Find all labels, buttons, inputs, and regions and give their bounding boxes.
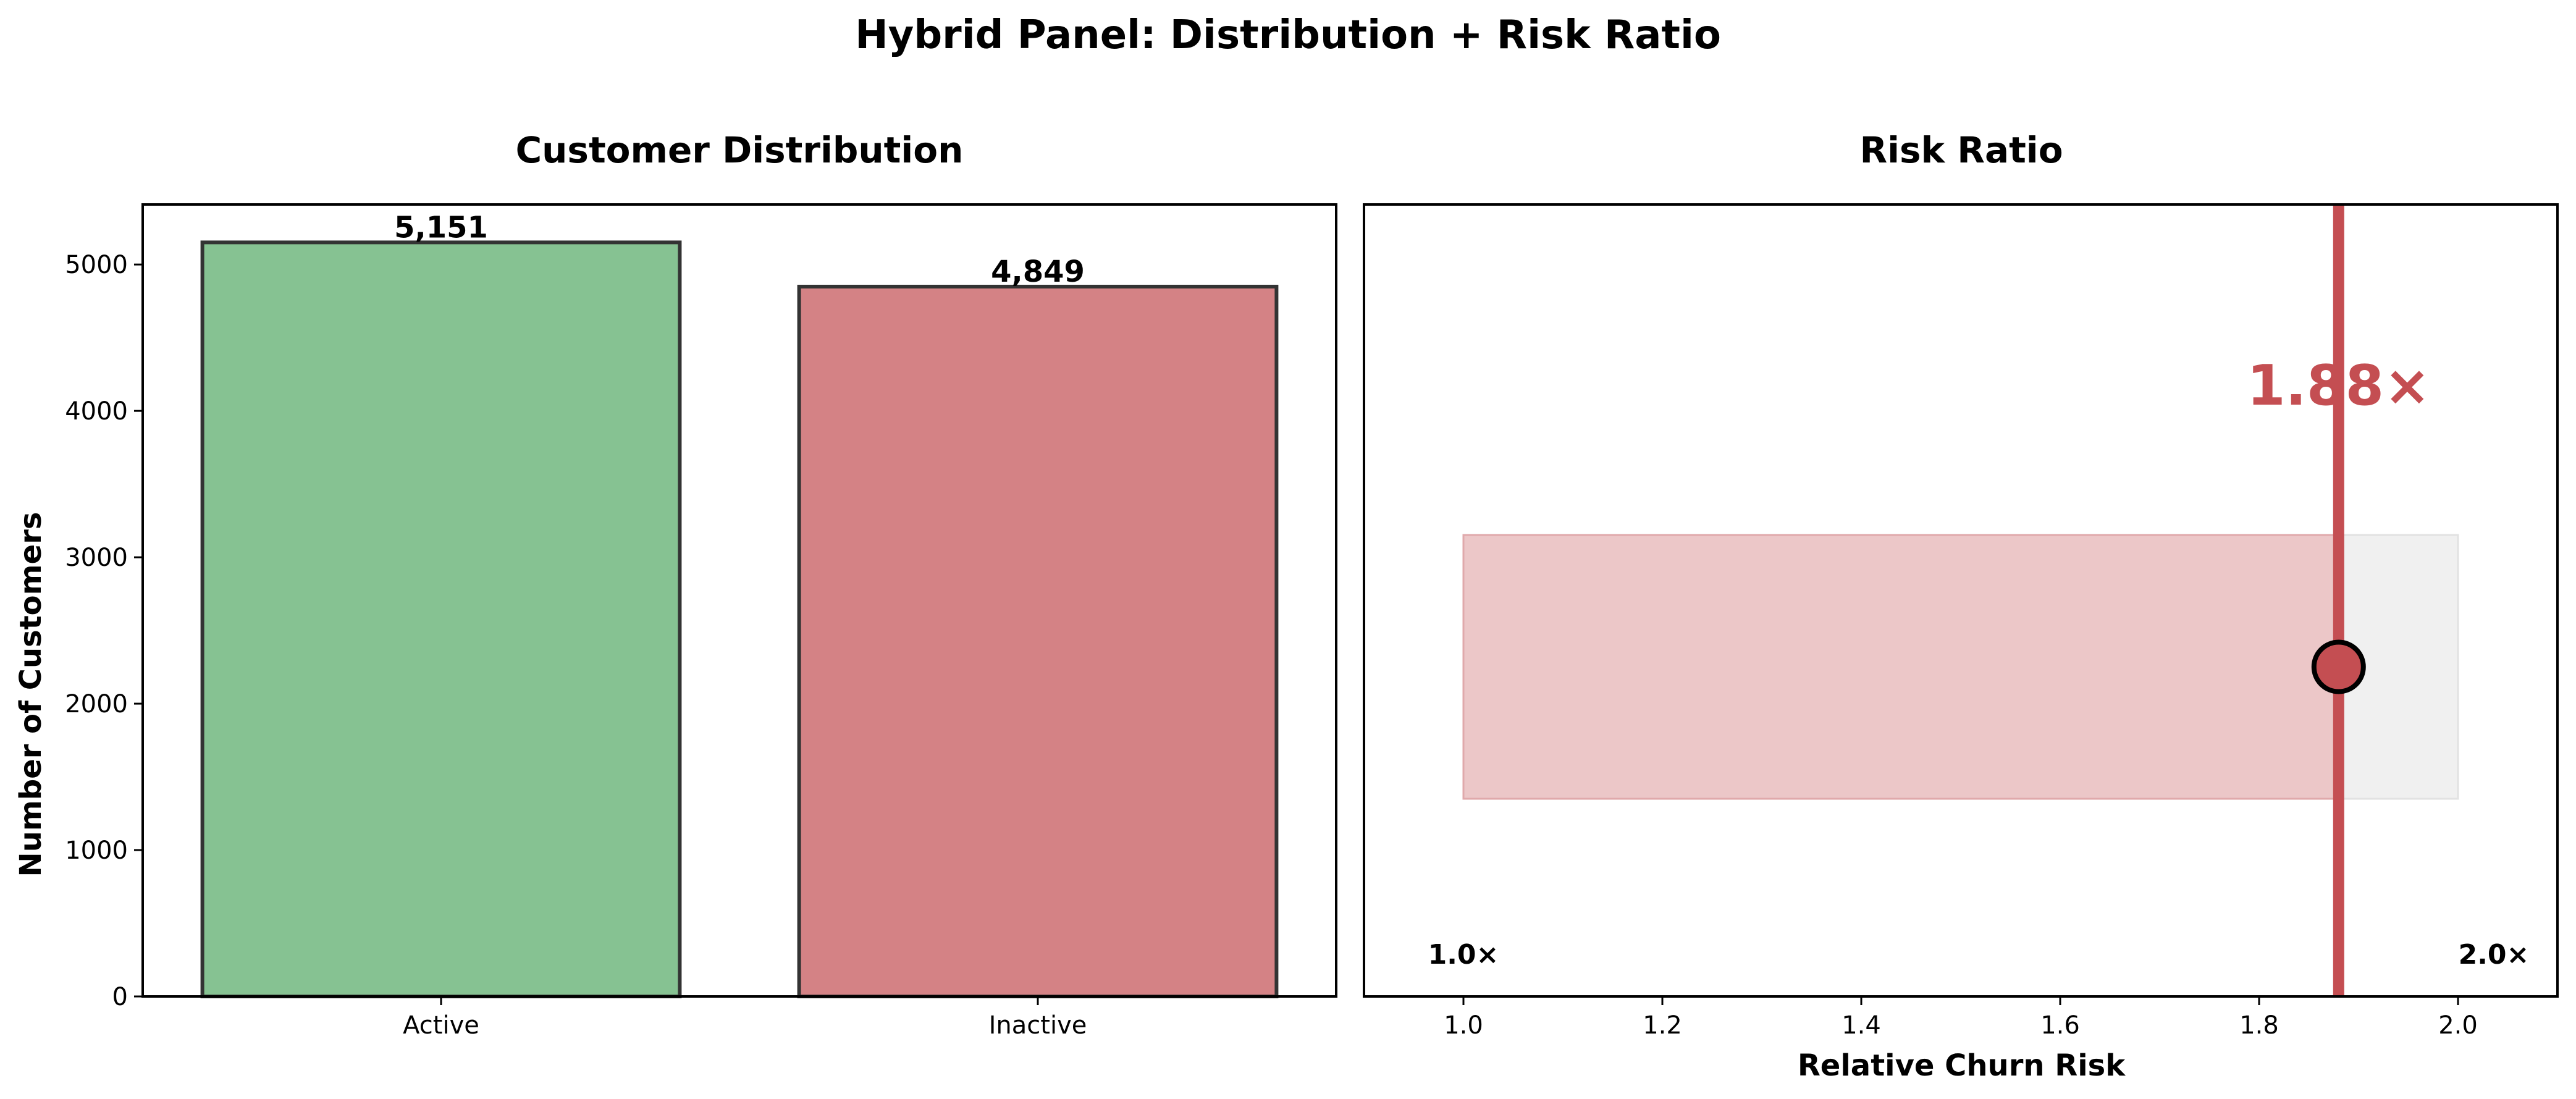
- left-chart-title: Customer Distribution: [516, 129, 964, 171]
- left-panel: Customer Distribution 5,151 4,849 0 1000 20…: [14, 129, 1337, 1040]
- right-x-ticks: 1.0 1.2 1.4 1.6 1.8 2.0: [1444, 996, 2478, 1040]
- x-tick-label: 1.0: [1444, 1011, 1483, 1040]
- y-tick-label: 1000: [65, 836, 128, 865]
- x-tick-label: 1.6: [2040, 1011, 2080, 1040]
- y-tick-label: 5000: [65, 251, 128, 279]
- risk-value-marker: [2311, 639, 2366, 694]
- y-tick-label: 4000: [65, 397, 128, 426]
- y-tick-label: 0: [112, 983, 128, 1011]
- risk-value-label: 1.88×: [2247, 353, 2430, 418]
- bar-value-label: 5,151: [394, 210, 488, 245]
- right-panel: Risk Ratio 1.88× 1.0× 2.0× 1.0 1.2 1.4 1.6 1…: [1363, 129, 2559, 1083]
- right-axes-frame: [1363, 203, 2559, 998]
- left-x-ticks: Active Inactive: [403, 996, 1087, 1040]
- figure-title: Hybrid Panel: Distribution + Risk Ratio: [855, 12, 1721, 58]
- right-x-axis-label: Relative Churn Risk: [1798, 1048, 2126, 1083]
- left-axes-frame: [141, 203, 1337, 998]
- left-y-ticks: 0 1000 2000 3000 4000 5000: [65, 251, 143, 1011]
- left-y-axis-label: Number of Customers: [14, 512, 48, 877]
- bar-active: [200, 240, 682, 998]
- bar-inactive: [797, 284, 1279, 999]
- x-tick-label: Active: [403, 1011, 479, 1040]
- range-max-label: 2.0×: [2459, 939, 2530, 971]
- x-tick-label: 2.0: [2438, 1011, 2478, 1040]
- right-chart-title: Risk Ratio: [1859, 129, 2063, 171]
- y-tick-label: 2000: [65, 690, 128, 718]
- x-tick-label: 1.4: [1842, 1011, 1881, 1040]
- y-tick-label: 3000: [65, 544, 128, 572]
- x-tick-label: 1.2: [1643, 1011, 1682, 1040]
- bar-value-label: 4,849: [991, 255, 1085, 289]
- x-tick-label: Inactive: [989, 1011, 1087, 1040]
- x-tick-label: 1.8: [2239, 1011, 2279, 1040]
- left-bars: 5,151 4,849: [200, 210, 1279, 999]
- range-min-label: 1.0×: [1428, 939, 1499, 971]
- risk-fill-bar: [1462, 534, 2340, 800]
